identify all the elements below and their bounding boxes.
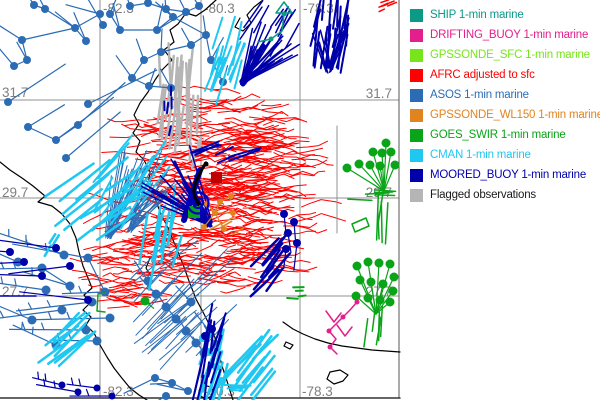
obs-cluster-drifting_buoy [325,310,342,323]
legend-swatch-ship [410,8,423,22]
obs-cluster-moored_buoy [249,234,292,298]
obs-cluster-goes_swir [342,138,400,192]
legend-swatch-moored_buoy [410,168,423,182]
legend-swatch-cman [410,148,423,162]
obs-cluster-goes_swir [351,217,370,233]
legend: SHIP 1-min marine DRIFTING_BUOY 1-min mar… [410,5,600,205]
obs-cluster-darkred [211,172,222,183]
obs-cluster-moored_buoy [201,325,216,340]
legend-item-label: Flagged observations [430,189,536,201]
legend-item-cman: CMAN 1-min marine [410,145,600,165]
legend-item-goes_swir: GOES_SWIR 1-min marine [410,125,600,145]
legend-item-asos: ASOS 1-min marine [410,85,600,105]
legend-swatch-afrc [410,68,423,82]
obs-cluster-cman [37,311,97,368]
obs-cluster-hurricane_ring [191,196,205,210]
obs-cluster-asos [0,0,107,70]
grid-label: -80.3 [204,1,235,16]
grid-label: 31.7 [366,86,392,101]
obs-cluster-asos [123,374,192,400]
obs-cluster-cman [217,383,252,392]
obs-cluster-goes_swir [351,257,399,315]
obs-cluster-cman [92,134,171,230]
legend-item-moored_buoy: MOORED_BUOY 1-min marine [410,165,600,185]
legend-item-label: AFRC adjusted to sfc [430,69,535,81]
legend-item-label: GPSSONDE_WL150 1-min marine [430,109,600,121]
legend-item-ship: SHIP 1-min marine [410,5,600,25]
grid-label: 31.7 [2,85,28,100]
obs-cluster-moored_buoy [240,43,266,87]
obs-cluster-goes_swir [363,305,384,348]
obs-cluster-cman [138,184,183,291]
legend-item-label: MOORED_BUOY 1-min marine [430,169,587,181]
legend-item-label: CMAN 1-min marine [430,149,531,161]
legend-item-label: GOES_SWIR 1-min marine [430,129,566,141]
obs-cluster-moored_buoy [163,85,173,136]
obs-cluster-asos [4,63,158,162]
obs-cluster-goes_swir [96,292,106,313]
legend-swatch-goes_swir [410,128,423,142]
legend-item-label: ASOS 1-min marine [430,89,529,101]
legend-item-label: DRIFTING_BUOY 1-min marine [430,29,589,41]
obs-cluster-coast [192,161,208,206]
obs-cluster-hurricane_ring [186,191,210,215]
legend-item-label: GPSSONDE_SFC 1-min marine [430,49,590,61]
obs-cluster-moored_buoy [0,239,92,304]
obs-cluster-goes_swir [140,296,155,309]
obs-cluster-asos [106,0,229,92]
legend-item-gpssonde_wl150: GPSSONDE_WL150 1-min marine [410,105,600,125]
obs-cluster-moored_buoy [32,371,116,400]
obs-cluster-asos [0,228,115,350]
obs-cluster-afrc [181,120,347,248]
obs-cluster-drifting_buoy [336,324,353,337]
observation-clusters [0,0,400,400]
legend-swatch-flagged [410,188,423,202]
obs-cluster-coast [203,161,209,167]
legend-swatch-drifting_buoy [410,28,423,42]
obs-cluster-moored_buoy [239,0,300,61]
legend-item-drifting_buoy: DRIFTING_BUOY 1-min marine [410,25,600,45]
legend-item-afrc: AFRC adjusted to sfc [410,65,600,85]
obs-cluster-moored_buoy [280,210,301,271]
obs-cluster-flagged [156,42,200,154]
legend-swatch-gpssonde_wl150 [410,108,423,122]
legend-item-gpssonde_sfc: GPSSONDE_SFC 1-min marine [410,45,600,65]
obs-cluster-moored_buoy [190,140,262,164]
obs-cluster-cman [203,15,247,106]
obs-cluster-gpssonde_wl150 [201,193,236,232]
legend-item-label: SHIP 1-min marine [430,9,524,21]
grid-label: 29.7 [2,185,28,200]
obs-cluster-goes_swir [347,189,397,202]
obs-cluster-moored_buoy [311,17,350,74]
obs-cluster-ship [257,11,287,43]
obs-cluster-drifting_buoy [326,299,360,355]
obs-cluster-afrc [378,0,398,13]
obs-cluster-gpssonde_wl150 [208,216,245,236]
legend-swatch-asos [410,88,423,102]
legend-item-flagged: Flagged observations [410,185,600,205]
obs-cluster-goes_swir [286,286,307,300]
grid-label: -78.3 [302,384,333,399]
legend-swatch-gpssonde_sfc [410,48,423,62]
